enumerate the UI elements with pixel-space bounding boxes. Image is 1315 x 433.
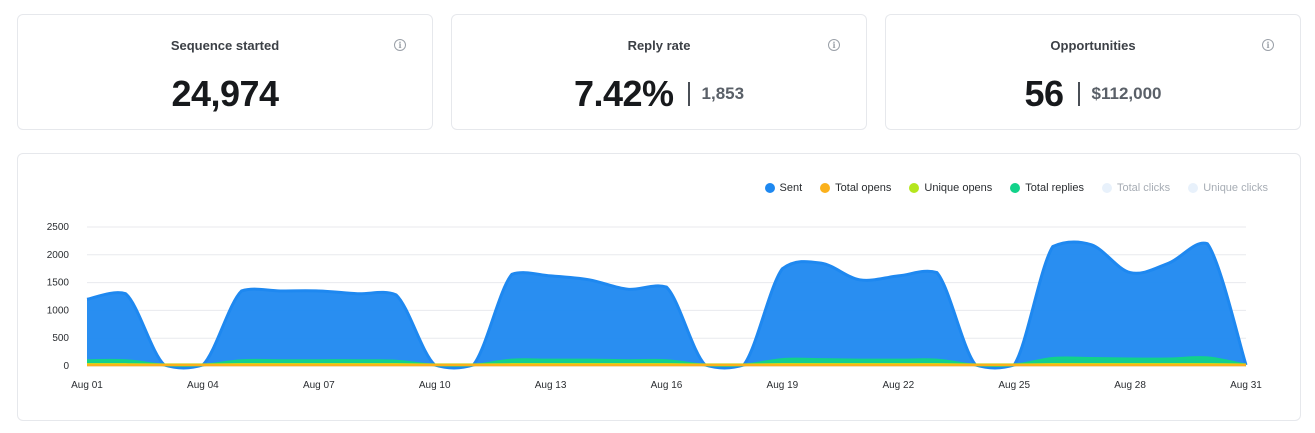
legend-dot (1010, 183, 1021, 193)
legend-label: Unique opens (924, 182, 993, 194)
x-tick-label: Aug 19 (767, 380, 799, 391)
x-tick-label: Aug 13 (535, 380, 567, 391)
legend-dot (764, 183, 775, 193)
activity-chart-card: Sent Total opens Unique opens Total replies… (17, 153, 1301, 421)
x-tick-label: Aug 07 (303, 380, 335, 391)
series-line-total-replies (86, 356, 1247, 367)
legend-item-unique-clicks[interactable]: Unique clicks (1188, 182, 1268, 194)
y-tick-label: 1000 (47, 305, 70, 316)
x-tick-label: Aug 22 (882, 380, 914, 391)
legend-label: Total clicks (1117, 182, 1171, 194)
legend-label: Sent (779, 182, 803, 194)
legend-item-total-clicks[interactable]: Total clicks (1102, 182, 1170, 194)
x-tick-label: Aug 04 (187, 380, 219, 391)
legend-label: Unique clicks (1203, 182, 1268, 194)
y-tick-label: 1500 (47, 278, 70, 289)
info-icon[interactable]: i (828, 39, 840, 51)
legend-dot (1188, 183, 1199, 193)
stat-value: 56 (1024, 73, 1064, 114)
info-icon[interactable]: i (1262, 39, 1274, 51)
x-tick-label: Aug 28 (1114, 380, 1146, 391)
stat-value-row: 7.42% 1,853 (452, 73, 866, 115)
y-tick-label: 500 (52, 333, 69, 344)
x-tick-label: Aug 16 (651, 380, 683, 391)
stat-title: Opportunities (1050, 38, 1136, 53)
stat-divider (1077, 82, 1080, 106)
stat-card-reply-rate: Reply rate i 7.42% 1,853 (451, 14, 867, 130)
legend-item-total-replies[interactable]: Total replies (1010, 182, 1084, 194)
stat-title: Reply rate (627, 38, 691, 53)
x-tick-label: Aug 25 (998, 380, 1030, 391)
series-area-sent (87, 241, 1246, 368)
legend-item-unique-opens[interactable]: Unique opens (909, 182, 992, 194)
legend-dot (909, 183, 920, 193)
info-icon[interactable]: i (394, 39, 406, 51)
stat-secondary-value: 1,853 (701, 84, 745, 103)
chart-legend: Sent Total opens Unique opens Total replies… (747, 182, 1268, 194)
legend-dot (820, 183, 831, 193)
legend-item-sent[interactable]: Sent (764, 182, 803, 194)
stat-divider (687, 82, 690, 106)
x-tick-label: Aug 10 (419, 380, 451, 391)
stat-secondary-value: $112,000 (1091, 84, 1162, 103)
stat-card-sequence-started: Sequence started i 24,974 (17, 14, 433, 130)
legend-label: Total replies (1025, 182, 1084, 194)
y-tick-label: 0 (63, 361, 69, 372)
stat-title: Sequence started (170, 38, 280, 53)
activity-area-chart: 0 500 1000 1500 2000 2500 Aug 01 Aug 04 Aug 07 Au… (47, 222, 1263, 391)
legend-dot (1102, 183, 1112, 193)
legend-item-total-opens[interactable]: Total opens (820, 182, 891, 194)
series-line-sent (86, 240, 1248, 370)
stat-value-row: 56 $112,000 (886, 73, 1300, 115)
stat-value: 7.42% (573, 73, 674, 114)
y-tick-label: 2500 (47, 222, 70, 233)
x-tick-label: Aug 01 (71, 380, 103, 391)
x-tick-label: Aug 31 (1230, 380, 1262, 391)
stat-card-opportunities: Opportunities i 56 $112,000 (885, 14, 1301, 130)
legend-label: Total opens (835, 182, 892, 194)
stat-value: 24,974 (171, 73, 279, 114)
stat-value-row: 24,974 (18, 73, 432, 115)
y-tick-label: 2000 (47, 250, 70, 261)
